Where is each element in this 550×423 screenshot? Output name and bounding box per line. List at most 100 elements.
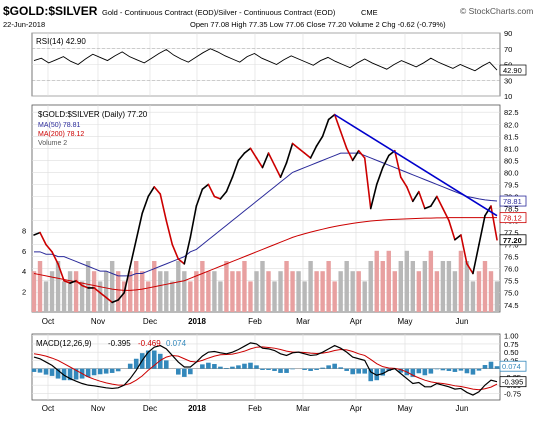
volume-bar	[458, 250, 464, 312]
price-line-segment	[195, 188, 204, 207]
volume-bar	[338, 271, 343, 312]
volume-bar	[362, 281, 367, 312]
volume-bar	[121, 281, 127, 312]
macd-histogram-bar	[61, 368, 67, 381]
volume-bar	[73, 271, 79, 312]
price-line-segment	[99, 291, 107, 299]
volume-bar	[188, 281, 193, 312]
price-line-segment	[357, 149, 366, 159]
macd-histogram-bar	[326, 365, 331, 369]
volume-bar	[140, 271, 145, 312]
price-line-segment	[63, 279, 71, 284]
macd-x-tick-label: Feb	[248, 404, 262, 413]
volume-bar	[91, 271, 97, 312]
macd-histogram-bar	[290, 368, 295, 370]
price-line-segment	[448, 219, 456, 241]
macd-histogram-bar	[182, 368, 187, 377]
macd-histogram-bar	[188, 368, 193, 375]
macd-histogram-bar	[488, 361, 494, 369]
macd-histogram-bar	[176, 368, 181, 375]
price-line-segment	[291, 142, 300, 150]
volume-bar	[31, 271, 37, 312]
ma200-line	[33, 217, 497, 291]
price-line-segment	[285, 142, 294, 164]
price-x-tick-label: Oct	[42, 317, 55, 326]
price-x-tick-label: Mar	[296, 317, 310, 326]
chart-quote: Open 77.08 High 77.35 Low 77.06 Close 77…	[190, 20, 446, 29]
price-line-segment	[105, 296, 113, 304]
macd-histogram-bar	[260, 368, 265, 370]
macd-histogram-bar	[368, 368, 374, 382]
volume-bar	[109, 261, 115, 312]
volume-bar	[284, 261, 289, 312]
macd-histogram-bar	[482, 365, 488, 369]
rsi-line	[33, 48, 498, 72]
price-value-tag-box	[499, 234, 527, 246]
price-x-tick-label: Feb	[248, 317, 262, 326]
macd-histogram-bar	[422, 368, 428, 376]
price-legend-title: $GOLD:$SILVER (Daily) 77.20	[38, 110, 148, 119]
price-line-segment	[267, 152, 276, 166]
macd-histogram-bar	[91, 368, 97, 376]
macd-legend-signal: -0.469	[138, 339, 161, 348]
volume-bar	[344, 261, 349, 312]
volume-bar	[314, 271, 319, 312]
price-line-segment	[75, 279, 83, 287]
volume-bar	[434, 271, 440, 312]
macd-histogram-bar	[410, 368, 416, 377]
price-legend-volume: Volume 2	[38, 140, 67, 147]
price-legend-ma50: MA(50) 78.81	[38, 122, 81, 129]
macd-histogram-bar	[200, 364, 205, 369]
macd-histogram-bar	[43, 368, 49, 375]
macd-histogram-bar	[320, 367, 325, 369]
macd-histogram-bar	[356, 368, 362, 374]
volume-bar	[290, 271, 295, 312]
volume-bar	[488, 271, 494, 312]
macd-y-tick-label: -0.75	[504, 389, 521, 398]
macd-histogram-bar	[362, 368, 368, 374]
price-line-segment	[424, 205, 432, 210]
price-line-segment	[363, 157, 372, 210]
macd-y-tick-label: 1.00	[504, 332, 519, 341]
volume-bar	[115, 271, 121, 312]
macd-histogram-bar	[284, 368, 289, 373]
volume-bar	[422, 261, 428, 312]
volume-bar	[49, 271, 55, 312]
price-line-segment	[81, 284, 89, 289]
chart-symbol: $GOLD:$SILVER	[3, 4, 98, 18]
macd-histogram-bar	[398, 368, 404, 373]
macd-histogram-bar	[127, 363, 133, 369]
macd-x-tick-label: 2018	[188, 404, 206, 413]
volume-y-tick-label: 8	[22, 226, 26, 235]
price-value-tag-box	[499, 195, 527, 207]
macd-histogram-bar	[458, 368, 464, 371]
volume-bar	[67, 271, 73, 312]
volume-bar	[194, 271, 199, 312]
volume-bar	[356, 271, 361, 312]
macd-histogram-bar	[266, 368, 271, 370]
macd-histogram-bar	[151, 350, 157, 369]
volume-bar	[392, 271, 397, 312]
price-line-segment	[57, 263, 65, 282]
price-y-tick-label: 81.0	[504, 144, 519, 153]
volume-bar	[55, 261, 61, 312]
macd-signal-line	[33, 346, 498, 391]
price-line-segment	[369, 183, 378, 210]
macd-histogram-bar	[374, 368, 380, 381]
price-y-tick-label: 80.0	[504, 168, 519, 177]
macd-value-tag-box	[499, 376, 527, 388]
volume-bar	[146, 281, 151, 312]
macd-x-tick-label: Jun	[456, 404, 469, 413]
volume-bar	[212, 271, 217, 312]
price-line-segment	[243, 147, 252, 154]
price-line-segment	[249, 147, 258, 159]
volume-bar	[476, 271, 482, 312]
volume-bar	[128, 271, 133, 312]
macd-value-tag: -0.395	[502, 378, 523, 387]
price-line-segment	[177, 258, 186, 265]
macd-value-tag: 0.074	[502, 362, 521, 371]
price-line-segment	[219, 190, 228, 200]
macd-histogram-bar	[476, 368, 482, 371]
macd-x-tick-label: Apr	[350, 404, 363, 413]
macd-histogram-bar	[308, 368, 313, 371]
